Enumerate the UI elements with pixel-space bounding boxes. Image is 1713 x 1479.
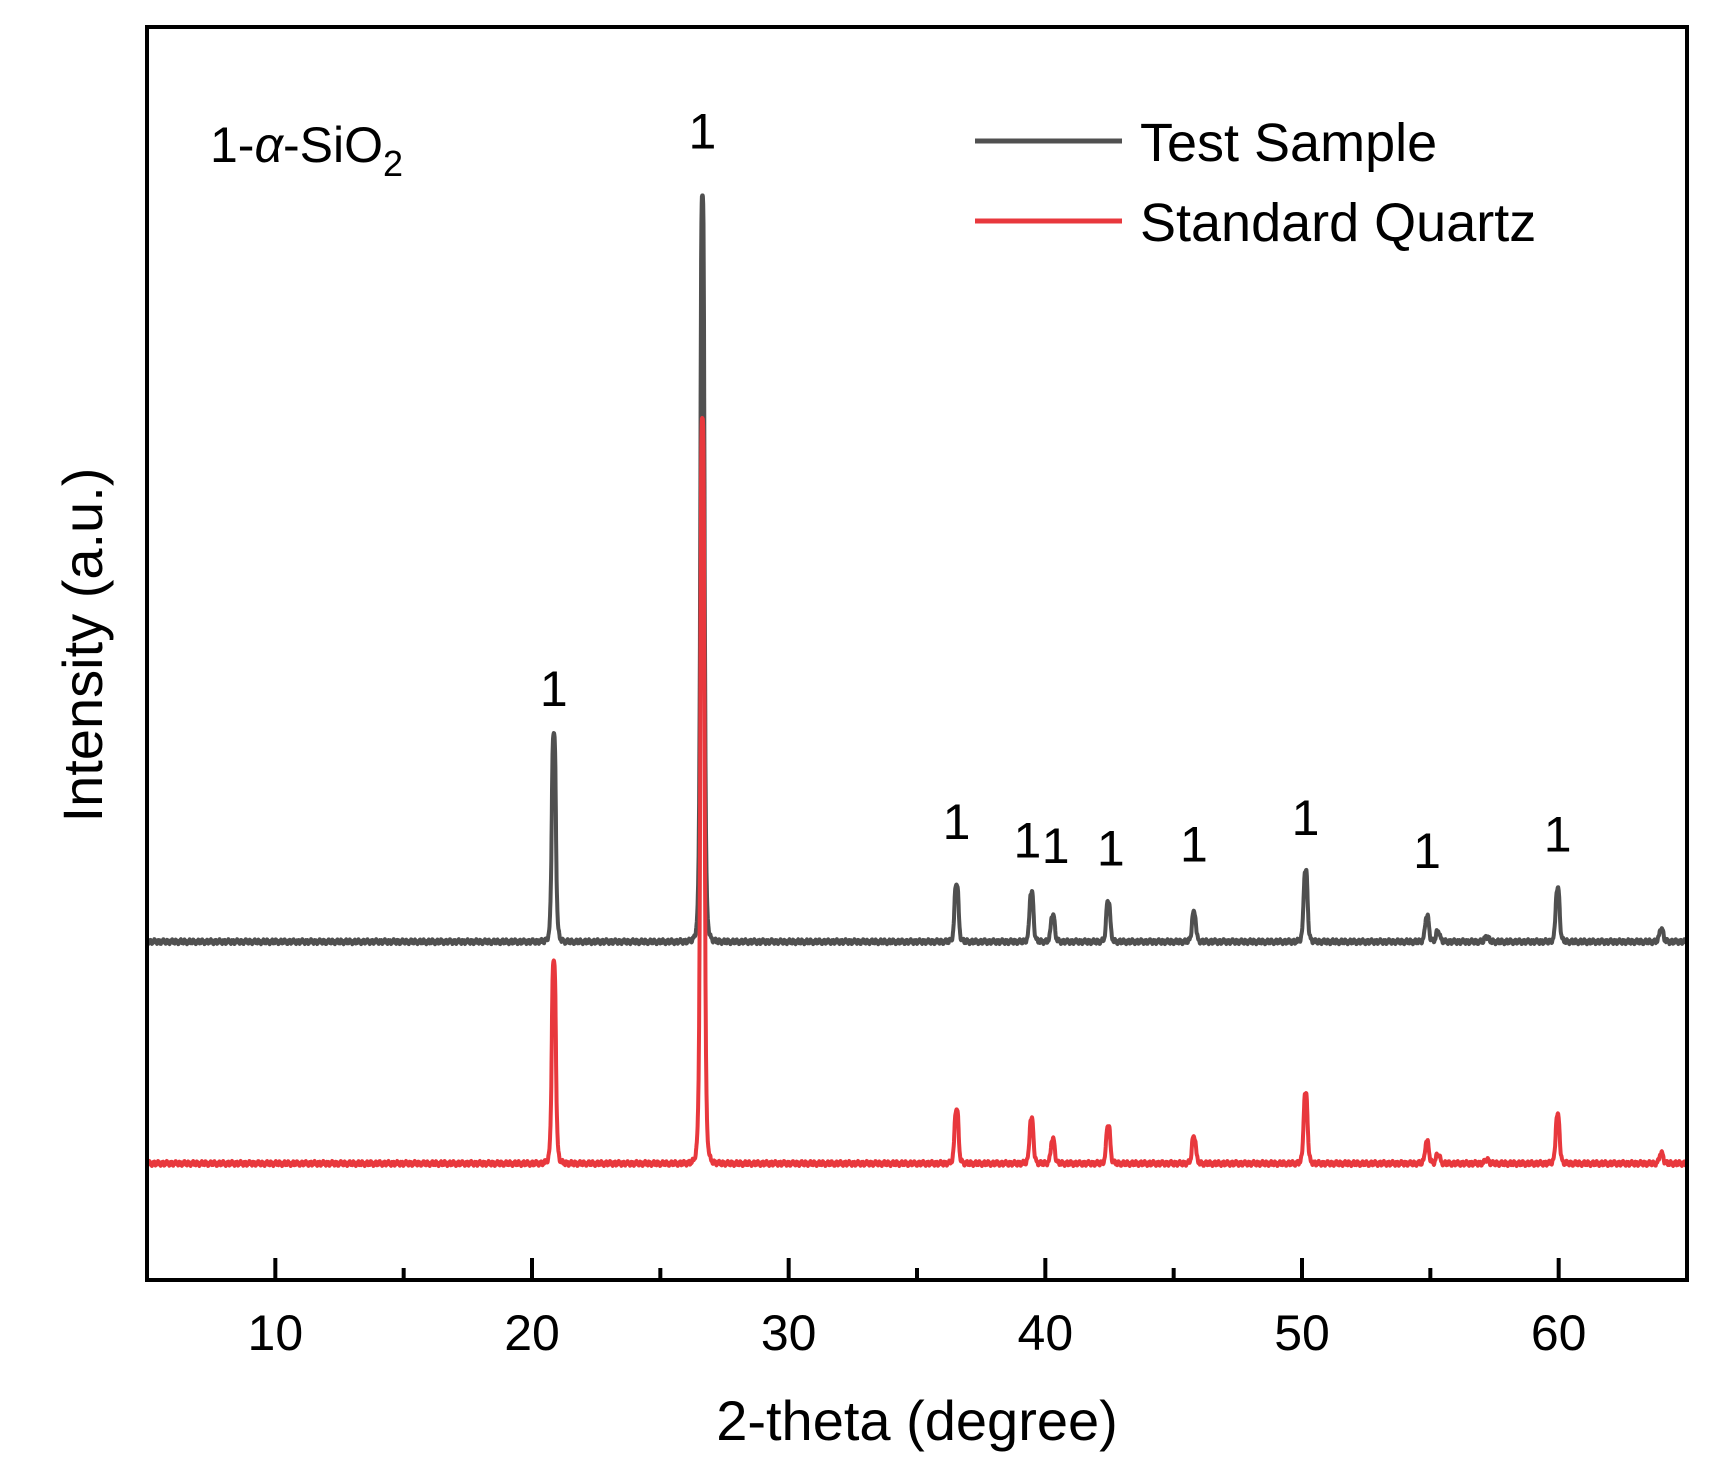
peak-label: 1 — [1292, 790, 1320, 846]
phase-label: 1-α-SiO2 — [210, 117, 403, 184]
peak-label: 1 — [1544, 806, 1572, 862]
phase-label-compound: -SiO — [283, 117, 383, 173]
series-line-standard-quartz — [145, 416, 1689, 1168]
phase-label-prefix: 1- — [210, 117, 254, 173]
x-tick-label: 20 — [504, 1305, 560, 1361]
x-tick-label: 50 — [1274, 1305, 1330, 1361]
x-tick-label: 30 — [761, 1305, 817, 1361]
peak-label: 1 — [1180, 816, 1208, 872]
x-axis-title: 2-theta (degree) — [716, 1389, 1118, 1452]
x-tick-label: 10 — [248, 1305, 304, 1361]
peak-label: 1 — [1413, 823, 1441, 879]
legend-label-standard-quartz: Standard Quartz — [1140, 193, 1536, 253]
peak-annotations: 111 1 1 1 1 11 1 — [540, 104, 1572, 879]
peak-label: 1 — [689, 104, 717, 160]
series-line-test-sample — [145, 193, 1689, 947]
peak-label: 1 — [540, 661, 568, 717]
series-layer — [145, 193, 1689, 1168]
peak-label: 1 — [1013, 813, 1041, 869]
peak-label: 1 — [1042, 818, 1070, 874]
legend-label-test-sample: Test Sample — [1140, 113, 1437, 173]
phase-label-alpha: α — [254, 117, 284, 173]
x-axis-ticks: 10 20 30 40 50 60 — [248, 1258, 1587, 1361]
peak-label: 1 — [1097, 820, 1125, 876]
legend: Test Sample Standard Quartz — [975, 113, 1536, 253]
phase-label-subscript: 2 — [383, 143, 403, 184]
y-axis-title: Intensity (a.u.) — [51, 468, 114, 823]
x-tick-label: 40 — [1018, 1305, 1074, 1361]
x-tick-label: 60 — [1531, 1305, 1587, 1361]
peak-label: 1 — [943, 794, 971, 850]
